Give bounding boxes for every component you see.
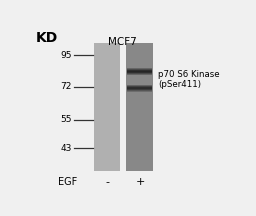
Bar bbox=[127, 71, 152, 72]
Text: +: + bbox=[135, 177, 145, 187]
Text: -: - bbox=[105, 177, 109, 187]
Bar bbox=[127, 91, 152, 92]
Bar bbox=[127, 85, 152, 86]
Bar bbox=[127, 69, 152, 70]
Text: KD: KD bbox=[36, 31, 58, 45]
Bar bbox=[127, 89, 152, 90]
Text: MCF7: MCF7 bbox=[108, 37, 137, 47]
Bar bbox=[127, 90, 152, 91]
Bar bbox=[127, 74, 152, 75]
Bar bbox=[94, 43, 120, 172]
Text: 72: 72 bbox=[60, 82, 72, 91]
Text: (pSer411): (pSer411) bbox=[158, 81, 201, 89]
Text: 95: 95 bbox=[60, 51, 72, 60]
Bar bbox=[127, 70, 152, 71]
Text: 43: 43 bbox=[60, 144, 72, 153]
Bar bbox=[127, 87, 152, 88]
Bar bbox=[127, 86, 152, 87]
Text: 55: 55 bbox=[60, 115, 72, 124]
Bar bbox=[127, 72, 152, 73]
Bar bbox=[127, 68, 152, 69]
Bar bbox=[127, 88, 152, 89]
Text: EGF: EGF bbox=[58, 177, 77, 187]
Bar bbox=[127, 73, 152, 74]
Text: p70 S6 Kinase: p70 S6 Kinase bbox=[158, 70, 220, 79]
Bar bbox=[126, 43, 153, 172]
